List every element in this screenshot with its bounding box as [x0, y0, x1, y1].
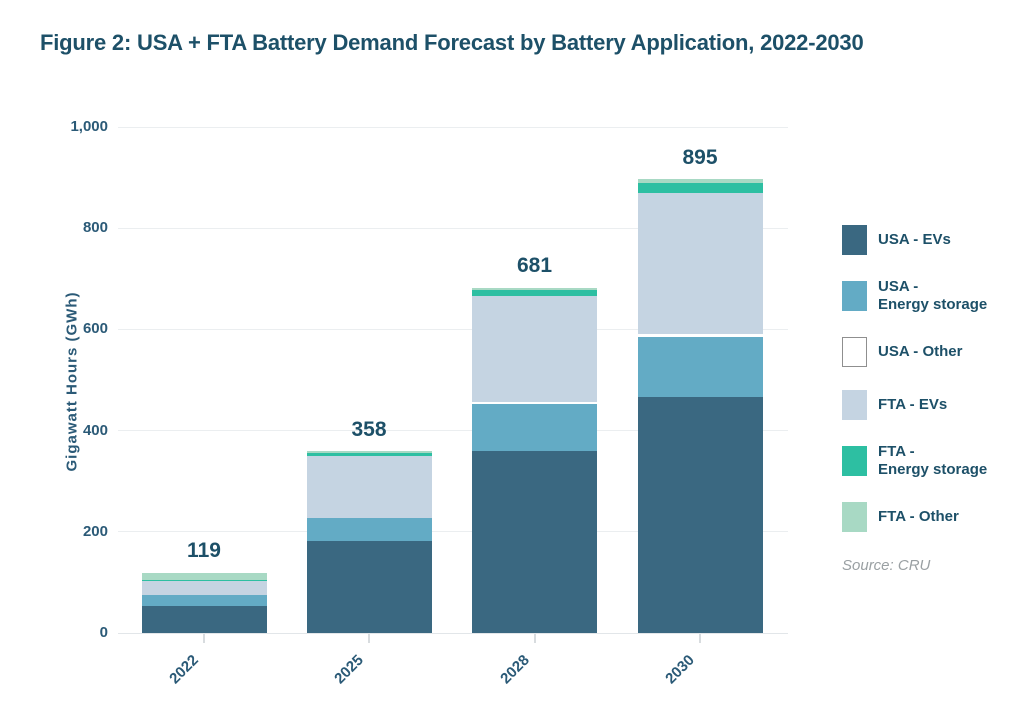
- bar-segment-2022-fta-other: [141, 573, 267, 580]
- x-tick-label-2022: 2022: [166, 651, 202, 688]
- x-tick-mark-2030: [699, 634, 701, 643]
- bar-2022: [141, 573, 267, 633]
- legend-item-fta-evs: FTA - EVs: [842, 390, 1018, 420]
- legend: USA - EVs USA - Energy storage USA - Other…: [842, 225, 1018, 574]
- legend-label-fta-evs: FTA - EVs: [878, 396, 948, 413]
- bar-segment-2030-fta-evs: [637, 193, 763, 334]
- legend-label-usa-energy-storage: USA - Energy storage: [878, 278, 988, 313]
- gridline-800: [118, 227, 788, 229]
- bar-segment-2025-fta-evs: [306, 456, 432, 518]
- y-tick-label-400: 400: [82, 421, 108, 439]
- bar-segment-2022-usa-energy-storage: [141, 595, 267, 606]
- legend-swatch-fta-energy-storage: [842, 446, 867, 476]
- bar-segment-2025-usa-evs: [306, 541, 432, 633]
- bar-segment-2028-usa-other: [472, 402, 597, 404]
- legend-item-usa-other: USA - Other: [842, 337, 1018, 367]
- gridline-1000: [118, 126, 788, 128]
- bar-total-label-2030: 895: [682, 146, 718, 170]
- gridline-400: [118, 430, 788, 432]
- y-tick-label-800: 800: [82, 219, 108, 237]
- y-tick-label-200: 200: [82, 522, 108, 540]
- y-tick-label-1000: 1,000: [70, 118, 108, 135]
- bar-segment-2028-usa-energy-storage: [472, 404, 597, 451]
- bar-segment-2030-usa-other: [637, 334, 763, 337]
- bar-segment-2022-fta-evs: [141, 581, 267, 595]
- bar-segment-2030-usa-evs: [637, 397, 763, 633]
- legend-swatch-fta-other: [842, 502, 867, 532]
- bar-segment-2025-usa-energy-storage: [306, 518, 432, 541]
- bar-2030: [637, 179, 763, 633]
- y-tick-label-600: 600: [82, 320, 108, 338]
- bar-segment-2022-fta-energy-storage: [141, 580, 267, 581]
- legend-swatch-usa-energy-storage: [842, 281, 867, 311]
- bar-segment-2028-fta-energy-storage: [472, 290, 597, 296]
- bar-segment-2028-fta-evs: [472, 296, 597, 402]
- bar-segment-2025-fta-other: [306, 451, 432, 453]
- legend-label-usa-evs: USA - EVs: [878, 231, 951, 248]
- x-tick-label-2030: 2030: [662, 651, 698, 688]
- legend-swatch-usa-other: [842, 337, 867, 367]
- legend-item-usa-evs: USA - EVs: [842, 225, 1018, 255]
- bar-2028: [472, 288, 597, 633]
- gridline-200: [118, 531, 788, 533]
- gridline-0: [118, 632, 788, 634]
- legend-label-fta-energy-storage: FTA - Energy storage: [878, 443, 988, 478]
- bar-total-label-2022: 119: [187, 538, 221, 562]
- chart-plot-area: Gigawatt Hours (GWh) 0 200 400 600 800 1,000 1…: [64, 119, 788, 687]
- x-tick-mark-2022: [203, 634, 205, 643]
- x-tick-label-2025: 2025: [331, 651, 367, 688]
- bar-segment-2030-fta-energy-storage: [637, 183, 763, 193]
- legend-swatch-usa-evs: [842, 225, 867, 255]
- y-axis-title: Gigawatt Hours (GWh): [63, 291, 81, 472]
- legend-item-fta-other: FTA - Other: [842, 502, 1018, 532]
- legend-label-fta-other: FTA - Other: [878, 508, 959, 525]
- y-tick-label-0: 0: [99, 624, 108, 641]
- x-tick-mark-2025: [368, 634, 370, 643]
- bar-2025: [306, 451, 432, 633]
- figure-title: Figure 2: USA + FTA Battery Demand Forec…: [40, 30, 864, 55]
- source-note: Source: CRU: [842, 557, 931, 574]
- bar-total-label-2028: 681: [516, 254, 553, 278]
- legend-label-usa-other: USA - Other: [878, 343, 963, 360]
- x-tick-label-2028: 2028: [496, 651, 533, 688]
- bar-segment-2030-fta-other: [637, 179, 763, 183]
- bar-segment-2028-usa-evs: [472, 451, 597, 633]
- legend-swatch-fta-evs: [842, 390, 867, 420]
- bar-segment-2030-usa-energy-storage: [637, 337, 763, 397]
- bar-segment-2022-usa-evs: [141, 606, 267, 633]
- bar-segment-2028-fta-other: [472, 288, 597, 290]
- bar-total-label-2025: 358: [351, 417, 387, 441]
- x-tick-mark-2028: [533, 634, 536, 643]
- legend-item-usa-energy-storage: USA - Energy storage: [842, 278, 1018, 314]
- legend-item-fta-energy-storage: FTA - Energy storage: [842, 443, 1018, 479]
- bar-segment-2025-fta-energy-storage: [306, 453, 432, 456]
- gridline-600: [118, 328, 788, 330]
